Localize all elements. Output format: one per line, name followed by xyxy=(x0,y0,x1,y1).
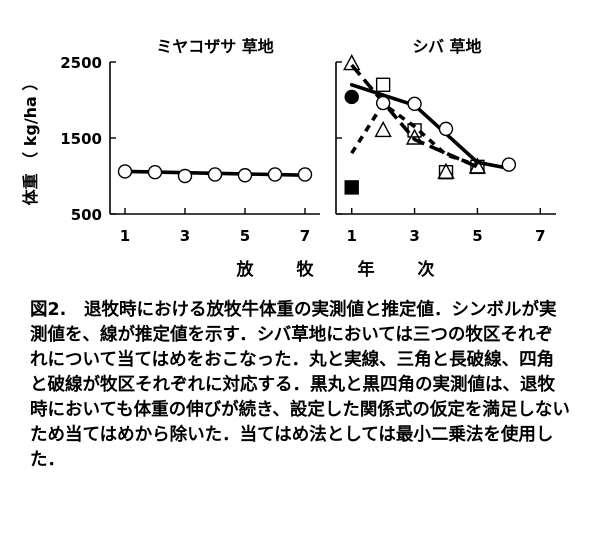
caption-label: 図2. xyxy=(30,300,67,320)
x-tick-label: 5 xyxy=(472,227,482,245)
caption-text: 退牧時における放牧牛体重の実測値と推定値．シンボルが実測値を、線が推定値を示す．… xyxy=(30,300,570,470)
data-points-right xyxy=(343,54,517,195)
panel-shiba: シバ 草地 1 3 5 7 xyxy=(335,37,556,245)
data-point-circle-open xyxy=(117,164,133,179)
data-point-circle-open xyxy=(375,95,391,111)
fit-lines-right xyxy=(349,63,511,171)
data-point-square-open xyxy=(438,164,454,180)
fit-line-long-dash-right xyxy=(350,63,479,169)
data-point-circle-open xyxy=(147,164,163,180)
x-tick-label: 1 xyxy=(346,227,356,245)
data-points-left xyxy=(117,164,313,184)
y-tick-label: 2500 xyxy=(60,54,102,72)
panel-title-miyakozasa: ミヤコザサ 草地 xyxy=(156,37,274,56)
x-tick-label: 7 xyxy=(535,227,545,245)
x-tick-label: 3 xyxy=(180,227,190,245)
data-point-circle-open xyxy=(407,96,422,112)
x-axis-title-char: 次 xyxy=(418,259,435,280)
panel-miyakozasa: ミヤコザサ 草地 500 1500 2500 1 3 5 7 xyxy=(60,37,320,245)
data-point-square-open xyxy=(407,123,422,138)
data-point-circle-open xyxy=(297,167,313,182)
x-tick-label: 5 xyxy=(240,227,250,245)
data-point-circle-open xyxy=(501,157,517,172)
x-axis-title-char: 牧 xyxy=(297,259,315,280)
axes-left: 500 1500 2500 1 3 5 7 xyxy=(60,54,320,245)
figure: 体重 （ kg/ha ） ミヤコザサ 草地 500 1500 2500 1 3 5 7 シバ… xyxy=(21,37,556,280)
y-tick-label: 1500 xyxy=(60,130,102,148)
x-tick-label: 7 xyxy=(300,227,310,245)
data-point-square-filled xyxy=(344,180,359,195)
x-tick-label: 3 xyxy=(409,227,419,245)
axes-right: 1 3 5 7 xyxy=(335,61,556,245)
data-point-square-open xyxy=(470,159,485,175)
x-tick-label: 1 xyxy=(120,227,130,245)
data-point-circle-open xyxy=(237,168,253,183)
fit-line-solid-right xyxy=(349,83,511,171)
fit-line-short-dash-right xyxy=(350,102,478,168)
data-point-circle-open xyxy=(177,168,193,184)
data-point-circle-open xyxy=(207,167,223,182)
data-point-triangle-open xyxy=(374,120,392,138)
x-axis-title-char: 年 xyxy=(358,259,375,280)
data-point-circle-filled xyxy=(344,89,359,105)
figure-caption: 図2. 退牧時における放牧牛体重の実測値と推定値．シンボルが実測値を、線が推定値を… xyxy=(30,298,570,473)
y-axis-title: 体重 （ kg/ha ） xyxy=(21,75,40,206)
x-axis-title: 放牧年次 xyxy=(236,259,435,280)
data-point-triangle-open xyxy=(343,54,361,71)
data-point-circle-open xyxy=(267,167,283,182)
panel-title-shiba: シバ 草地 xyxy=(412,37,481,56)
y-tick-label: 500 xyxy=(71,206,102,224)
x-axis-title-char: 放 xyxy=(236,259,255,280)
data-point-circle-open xyxy=(438,121,454,137)
data-point-square-open xyxy=(375,77,391,93)
